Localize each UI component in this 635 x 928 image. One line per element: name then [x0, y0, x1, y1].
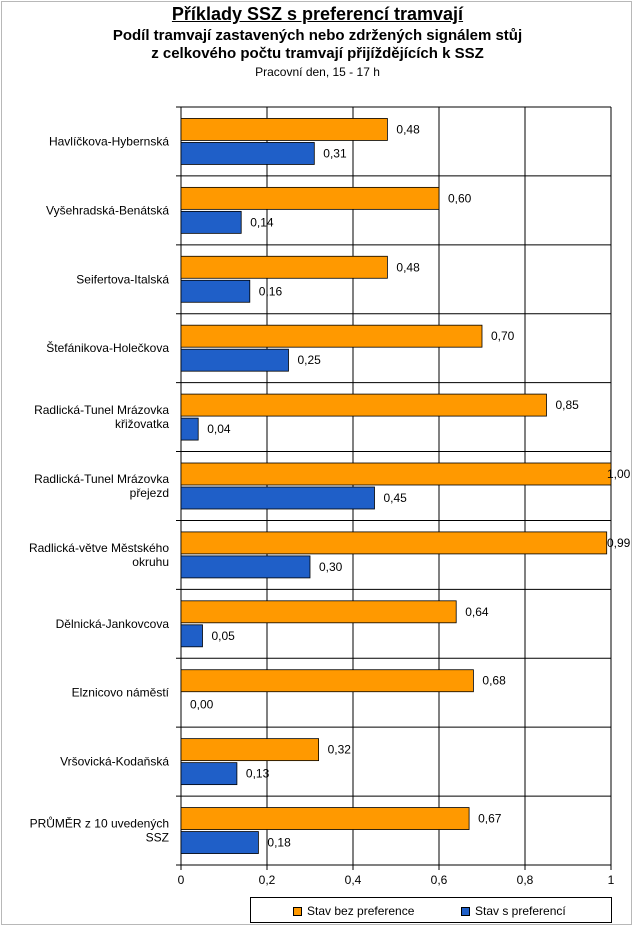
data-label-bez-preference: 0,85: [556, 398, 580, 412]
x-tick-label: 0,6: [431, 873, 448, 887]
category-label-line: Havlíčkova-Hybernská: [49, 134, 169, 148]
data-label-bez-preference: 0,99: [607, 536, 631, 550]
category-label-line: okruhu: [132, 555, 169, 569]
category-label: Radlická-větve Městského okruhu: [29, 541, 169, 569]
bar-bez-preference: [180, 324, 483, 348]
category-label-line: Vršovická-Kodaňská: [60, 755, 169, 769]
bar-s-preferenci: [180, 210, 242, 234]
legend-label-bez-preference: Stav bez preference: [307, 904, 415, 918]
bar-s-preferenci: [180, 555, 311, 579]
data-label-s-preferenci: 0,16: [259, 284, 283, 298]
chart-subtitle-line2: z celkového počtu tramvají přijíždějícíc…: [151, 45, 484, 62]
category-label: Havlíčkova-Hybernská: [49, 134, 169, 148]
legend-item-s-preferenci: Stav s preferencí: [461, 904, 566, 918]
chart-subtitle-line1: Podíl tramvají zastavených nebo zdrženýc…: [112, 27, 523, 44]
bar-s-preferenci: [180, 486, 375, 510]
category-label-line: PRŮMĚR z 10 uvedených: [30, 816, 169, 831]
bar-s-preferenci: [180, 142, 315, 165]
bar-bez-preference: [180, 186, 440, 210]
legend-swatch-bez-preference: [293, 906, 302, 916]
category-label-line: přejezd: [130, 486, 169, 500]
category-label-line: Dělnická-Jankovcova: [56, 617, 170, 631]
data-label-s-preferenci: 0,13: [246, 767, 270, 781]
bar-s-preferenci: [180, 624, 203, 648]
bar-s-preferenci: [180, 762, 238, 786]
bar-bez-preference: [180, 669, 474, 693]
x-tick-label: 1: [608, 873, 615, 887]
bar-bez-preference: [180, 738, 320, 762]
data-label-bez-preference: 0,64: [465, 605, 489, 619]
category-label-line: Vyšehradská-Benátská: [46, 203, 169, 217]
data-label-bez-preference: 1,00: [607, 467, 631, 481]
data-label-bez-preference: 0,70: [491, 329, 515, 343]
bar-bez-preference: [180, 600, 457, 624]
x-tick-label: 0,8: [517, 873, 534, 887]
category-label: Radlická-Tunel Mrázovka křižovatka: [34, 403, 169, 431]
bar-bez-preference: [180, 255, 388, 279]
bar-bez-preference: [180, 531, 608, 555]
chart-title: Příklady SSZ s preferencí tramvají: [171, 4, 464, 24]
category-label-line: Radlická-Tunel Mrázovka: [34, 403, 169, 417]
category-label: Dělnická-Jankovcova: [56, 617, 170, 631]
legend: Stav bez preference Stav s preferencí: [250, 897, 612, 923]
category-label: Seifertova-Italská: [76, 272, 169, 286]
data-label-bez-preference: 0,32: [328, 743, 352, 757]
category-label: Elznicovo náměstí: [72, 686, 170, 700]
category-label-line: SSZ: [146, 831, 169, 845]
data-label-bez-preference: 0,68: [482, 674, 506, 688]
bar-s-preferenci: [180, 348, 289, 372]
bar-s-preferenci: [180, 831, 259, 854]
category-label: Vyšehradská-Benátská: [46, 203, 169, 217]
category-label-line: Štefánikova-Holečkova: [46, 340, 169, 355]
data-label-s-preferenci: 0,30: [319, 560, 343, 574]
data-label-bez-preference: 0,48: [396, 122, 420, 136]
category-label: Radlická-Tunel Mrázovka přejezd: [34, 472, 169, 500]
legend-swatch-s-preferenci: [461, 906, 470, 916]
category-label: Štefánikova-Holečkova: [46, 340, 169, 355]
category-label-line: Radlická-Tunel Mrázovka: [34, 472, 169, 486]
legend-item-bez-preference: Stav bez preference: [293, 904, 414, 918]
data-label-s-preferenci: 0,31: [323, 146, 347, 160]
x-tick-label: 0,4: [345, 873, 362, 887]
bar-bez-preference: [180, 807, 470, 830]
x-tick-label: 0: [178, 873, 185, 887]
category-label-line: křižovatka: [115, 417, 169, 431]
data-label-s-preferenci: 0,04: [207, 422, 231, 436]
category-label-line: Seifertova-Italská: [76, 272, 169, 286]
bar-bez-preference: [180, 118, 388, 141]
bar-s-preferenci: [180, 279, 251, 303]
bar-bez-preference: [180, 393, 547, 417]
bar-bez-preference: [180, 462, 612, 486]
data-label-s-preferenci: 0,45: [384, 491, 408, 505]
category-label: Vršovická-Kodaňská: [60, 755, 169, 769]
legend-label-s-preferenci: Stav s preferencí: [475, 904, 566, 918]
category-label-line: Elznicovo náměstí: [72, 686, 170, 700]
x-tick-label: 0,2: [259, 873, 276, 887]
category-label-line: Radlická-větve Městského: [29, 541, 169, 555]
data-label-s-preferenci: 0,25: [298, 353, 322, 367]
chart-subtitle-line3: Pracovní den, 15 - 17 h: [255, 65, 380, 79]
category-label: PRŮMĚR z 10 uvedených SSZ: [30, 816, 169, 845]
data-label-bez-preference: 0,60: [448, 191, 472, 205]
data-label-bez-preference: 0,48: [396, 260, 420, 274]
bar-s-preferenci: [180, 417, 199, 441]
data-label-s-preferenci: 0,00: [190, 698, 214, 712]
data-label-s-preferenci: 0,18: [267, 836, 291, 850]
data-label-bez-preference: 0,67: [478, 812, 502, 826]
data-label-s-preferenci: 0,05: [212, 629, 236, 643]
data-label-s-preferenci: 0,14: [250, 215, 274, 229]
